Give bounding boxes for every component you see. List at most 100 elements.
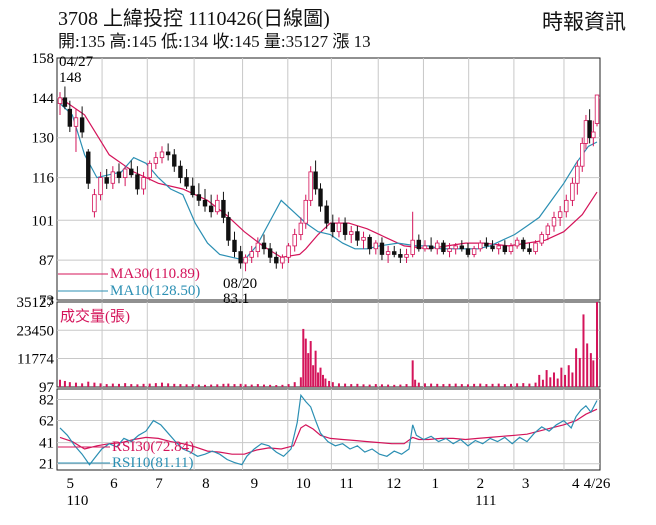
y-tick-label: 11774 [17, 352, 54, 368]
candle-body [410, 239, 415, 255]
candle-body [514, 239, 520, 247]
volume-bar [287, 384, 290, 387]
x-tick-label: 7 [155, 476, 163, 492]
volume-bar [185, 384, 188, 387]
volume-bar [269, 384, 272, 387]
candle-body [202, 199, 208, 207]
panel-frame-1 [56, 301, 601, 388]
volume-bar [321, 374, 324, 387]
volume-bar [281, 384, 284, 387]
legend-label: RSI30(72.84) [112, 439, 194, 455]
candle-body [178, 165, 183, 178]
candle-body [280, 256, 285, 264]
volume-bar [216, 384, 219, 387]
candle [308, 166, 313, 207]
candle-body [324, 205, 329, 224]
low-date-annotation: 08/20 [223, 276, 257, 292]
candle [367, 234, 372, 255]
candle-body [141, 177, 146, 190]
volume-bar [319, 367, 322, 387]
volume-bar [497, 383, 500, 387]
grid-lines [57, 58, 600, 470]
candle-body [580, 143, 585, 167]
volume-bar [509, 383, 512, 387]
volume-bar [460, 384, 463, 387]
candle [261, 234, 267, 255]
volume-bar [74, 382, 77, 387]
volume-bar [99, 383, 102, 387]
candle [135, 166, 140, 195]
volume-bar [304, 338, 307, 387]
volume-bar [239, 383, 242, 387]
volume-bar [299, 377, 302, 387]
x-tick-label: 3 [522, 476, 530, 492]
candle [215, 194, 220, 215]
high-date-annotation: 04/27 [59, 54, 94, 70]
volume-bar [552, 372, 555, 387]
volume-bar [244, 384, 247, 387]
candle-body [73, 117, 79, 127]
candle-body [416, 239, 422, 250]
candle [243, 254, 248, 272]
volume-bar [167, 383, 170, 387]
ma-line [59, 103, 598, 261]
candle-body [261, 242, 267, 250]
candle-body [298, 222, 304, 235]
candle-body [508, 245, 514, 253]
candle-body [153, 157, 159, 164]
volume-bar [362, 384, 365, 387]
candle [342, 217, 348, 241]
volume-bar [275, 385, 278, 387]
rsi-line [59, 393, 598, 466]
candle-body [533, 242, 538, 252]
volume-bar [575, 348, 578, 387]
candle-body [587, 120, 592, 139]
volume-bar [142, 383, 145, 387]
volume-bar [405, 384, 408, 387]
x-tick-label: 2 [477, 476, 485, 492]
candle-body [190, 185, 195, 196]
candle [514, 237, 520, 249]
volume-bar [399, 384, 402, 387]
candle [318, 183, 323, 212]
y-tick-label: 35127 [17, 295, 55, 311]
candle [286, 243, 291, 263]
y-tick-label: 73 [39, 293, 54, 309]
candle-body [373, 242, 379, 250]
candle-body [398, 254, 403, 258]
candle-body [496, 245, 501, 250]
candle [57, 92, 63, 115]
volume-bar [63, 380, 66, 387]
candle-body [135, 174, 140, 190]
candle-body [367, 236, 372, 250]
chart-title: 3708 上緯投控 1110426(日線圖) [58, 8, 330, 30]
candle [324, 200, 329, 229]
candle-body [196, 194, 202, 201]
candle-body [104, 177, 109, 184]
candle [508, 243, 514, 255]
volume-bar [567, 365, 570, 387]
volume-bar [93, 382, 96, 387]
volume-bar [324, 378, 327, 387]
candle [471, 245, 477, 258]
volume-bar [545, 370, 548, 387]
volume-panel-title: 成交量(張) [60, 307, 130, 325]
x-tick-label: 4/26 [584, 476, 611, 492]
candle-body [318, 188, 323, 207]
candle [527, 243, 532, 255]
x-tick-label: 8 [202, 476, 210, 492]
candle-body [243, 256, 248, 264]
candle [373, 240, 379, 255]
candle [184, 169, 189, 189]
x-tick-label: 12 [386, 476, 401, 492]
volume-bar [578, 357, 581, 387]
candle-body [453, 245, 458, 250]
candle-body [379, 242, 385, 255]
candle [459, 240, 465, 252]
candle-body [79, 117, 85, 133]
candle [496, 243, 501, 255]
candle [435, 240, 440, 255]
candle-body [221, 199, 226, 218]
